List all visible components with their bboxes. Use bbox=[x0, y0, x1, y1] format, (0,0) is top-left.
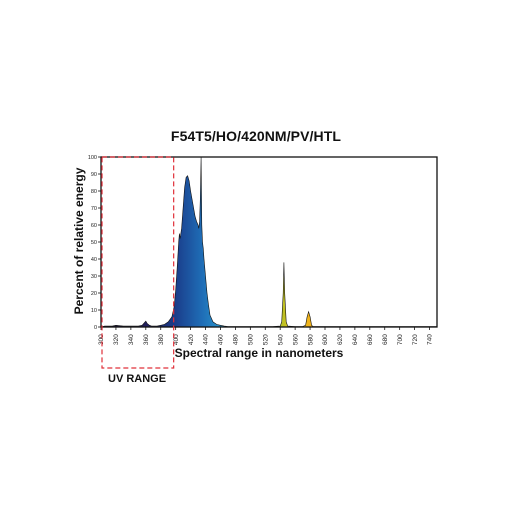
x-tick-label: 600 bbox=[322, 334, 329, 345]
uv-range-label: UV RANGE bbox=[108, 373, 167, 385]
y-tick-label: 60 bbox=[91, 223, 97, 229]
chart-title: F54T5/HO/420NM/PV/HTL bbox=[170, 128, 342, 144]
x-tick-label: 500 bbox=[248, 334, 255, 345]
y-tick-label: 10 bbox=[91, 308, 97, 314]
x-tick-label: 440 bbox=[203, 334, 210, 345]
x-tick-label: 620 bbox=[337, 334, 344, 345]
spectrum-area bbox=[100, 156, 438, 328]
x-tick-label: 700 bbox=[397, 334, 404, 345]
y-tick-label: 70 bbox=[91, 206, 97, 212]
x-tick-label: 560 bbox=[292, 334, 299, 345]
x-tick-label: 460 bbox=[218, 334, 225, 345]
x-tick-label: 400 bbox=[173, 334, 180, 345]
y-tick-label: 40 bbox=[91, 257, 97, 263]
y-tick-label: 90 bbox=[91, 172, 97, 178]
x-tick-label: 540 bbox=[277, 334, 284, 345]
x-tick-label: 360 bbox=[143, 334, 150, 345]
x-tick-label: 660 bbox=[367, 334, 374, 345]
x-tick-label: 680 bbox=[382, 334, 389, 345]
x-tick-label: 520 bbox=[263, 334, 270, 345]
y-tick-label: 20 bbox=[91, 291, 97, 297]
x-tick-label: 740 bbox=[427, 334, 434, 345]
plot-frame bbox=[100, 156, 438, 328]
x-tick-label: 420 bbox=[188, 334, 195, 345]
x-tick-label: 320 bbox=[113, 334, 120, 345]
x-tick-label: 300 bbox=[98, 334, 105, 345]
y-tick-label: 0 bbox=[94, 325, 97, 331]
x-tick-label: 340 bbox=[128, 334, 135, 345]
y-tick-label: 50 bbox=[91, 240, 97, 246]
plot-area: 0 10 20 30 40 50 60 70 80 90 100 300 320 340 360 380 400… bbox=[88, 155, 438, 369]
x-tick-label: 580 bbox=[307, 334, 314, 345]
x-axis-label: Spectral range in nanometers bbox=[174, 346, 344, 360]
y-tick-label: 30 bbox=[91, 274, 97, 280]
x-tick-label: 480 bbox=[233, 334, 240, 345]
uv-range-box bbox=[101, 156, 175, 369]
x-tick-label: 380 bbox=[158, 334, 165, 345]
y-tick-label: 80 bbox=[91, 189, 97, 195]
y-tick-label: 100 bbox=[88, 155, 97, 161]
x-tick-label: 720 bbox=[412, 334, 419, 345]
x-tick-label: 640 bbox=[352, 334, 359, 345]
